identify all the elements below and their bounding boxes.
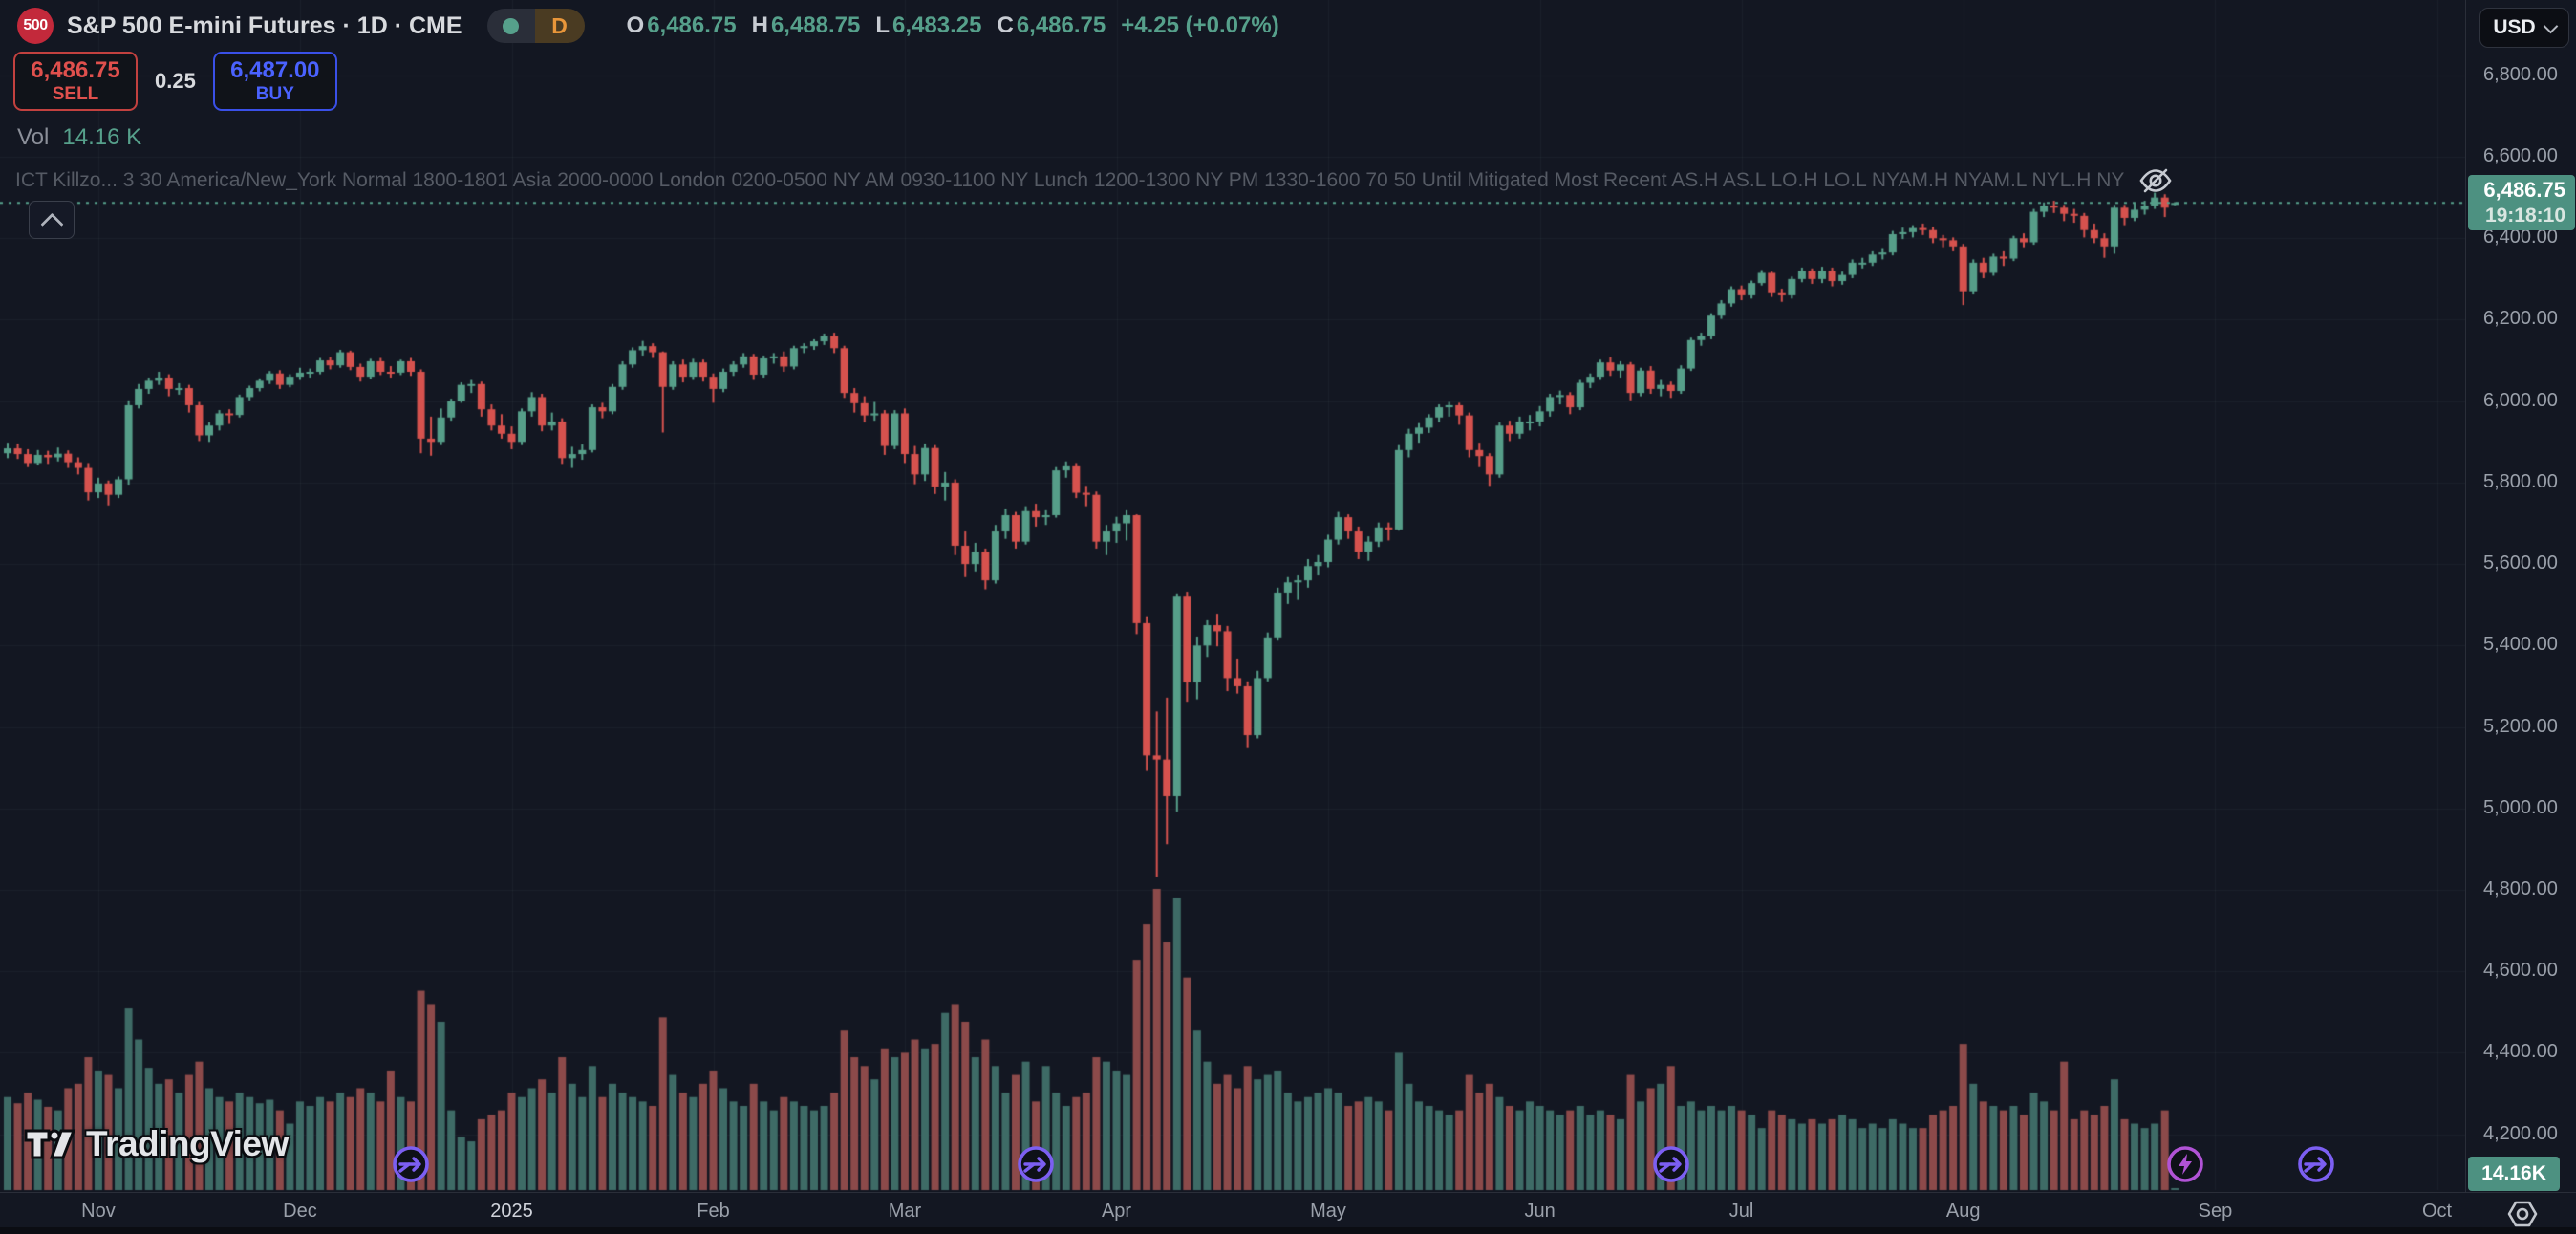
volume-legend-value: 14.16 K [62,124,142,150]
ict-killzones-text: ICT Killzo... 3 30 America/New_York Norm… [15,169,2125,191]
collapse-panel-button[interactable] [29,201,75,239]
time-tick-label: Mar [888,1201,922,1222]
price-tick-label: 6,600.00 [2483,145,2558,167]
ict-killzones-legend[interactable]: ICT Killzo... 3 30 America/New_York Norm… [15,164,2174,197]
tradingview-watermark[interactable]: TradingView [23,1124,289,1164]
price-tick-label: 5,800.00 [2483,470,2558,492]
sell-price: 6,486.75 [31,56,120,83]
chevron-down-icon [2543,18,2558,33]
open-label: O [626,12,645,38]
bar-countdown: 19:18:10 [2484,204,2565,227]
session-settings-hexagon-icon[interactable] [2503,1195,2542,1233]
price-tick-label: 6,800.00 [2483,63,2558,85]
symbol-title[interactable]: S&P 500 E-mini Futures · 1D · CME [67,11,462,39]
open-value: 6,486.75 [647,12,737,38]
time-axis[interactable]: Nov Dec 2025 Feb Mar Apr May Jun Jul Aug Sep Oct [0,1192,2576,1227]
volume-legend-label: Vol [17,124,50,150]
price-tick-label: 4,800.00 [2483,877,2558,899]
session-arrow-marker-icon[interactable] [2295,1143,2337,1190]
spread-value: 0.25 [155,69,196,93]
time-tick-label: May [1310,1201,1346,1222]
time-tick-label: Feb [697,1201,730,1222]
symbol-header: 500 S&P 500 E-mini Futures · 1D · CME D … [17,8,1279,44]
change-value: +4.25 (+0.07%) [1121,12,1279,38]
tradingview-watermark-text: TradingView [86,1124,289,1163]
buy-label: BUY [255,83,294,104]
currency-dropdown[interactable]: USD [2479,8,2569,48]
buy-button[interactable]: 6,487.00 BUY [212,52,337,111]
price-tick-label: 5,600.00 [2483,552,2558,574]
volume-axis-badge: 14.16K [2468,1157,2560,1191]
sell-button[interactable]: 6,486.75 SELL [13,52,138,111]
price-tick-label: 4,600.00 [2483,960,2558,982]
price-tick-label: 6,000.00 [2483,389,2558,411]
price-tick-label: 4,400.00 [2483,1041,2558,1063]
last-price-badge: 6,486.75 19:18:10 [2468,175,2575,231]
volume-legend[interactable]: Vol 14.16 K [17,124,141,151]
low-label: L [875,12,891,38]
sell-label: SELL [52,83,99,104]
time-tick-label: Jul [1728,1201,1754,1222]
sp500-logo: 500 [17,8,54,44]
last-price-value: 6,486.75 [2483,178,2565,203]
buy-price: 6,487.00 [230,56,320,83]
high-value: 6,488.75 [770,12,861,38]
time-tick-label: Jun [1524,1201,1556,1222]
market-status-segment[interactable] [486,9,535,43]
time-tick-label: Nov [81,1201,116,1222]
session-arrow-marker-icon[interactable] [390,1143,432,1190]
currency-value: USD [2493,16,2536,38]
time-tick-label: Apr [1101,1201,1132,1222]
trade-panel: 6,486.75 SELL 0.25 6,487.00 BUY [13,52,337,111]
lightning-marker-icon[interactable] [2164,1143,2206,1190]
time-tick-label: Sep [2198,1201,2233,1222]
time-tick-label: Dec [283,1201,317,1222]
time-tick-label: Oct [2421,1201,2453,1222]
chevron-up-icon [39,212,64,236]
high-label: H [751,12,768,38]
close-value: 6,486.75 [1016,12,1106,38]
session-arrow-marker-icon[interactable] [1650,1143,1692,1190]
price-tick-label: 6,200.00 [2483,308,2558,330]
price-tick-label: 5,400.00 [2483,634,2558,656]
price-tick-label: 6,400.00 [2483,227,2558,249]
low-value: 6,483.25 [892,12,982,38]
close-label: C [997,12,1014,38]
market-status-dot-icon [503,17,520,34]
interval-badge[interactable]: D [534,9,585,43]
bottom-edge-strip [0,1227,2576,1234]
price-axis[interactable]: USD 6,800.00 6,600.00 6,400.00 6,200.00 6,00… [2465,0,2576,1192]
status-interval-pill[interactable]: D [486,9,585,43]
price-tick-label: 5,000.00 [2483,796,2558,818]
price-tick-label: 5,200.00 [2483,715,2558,737]
session-arrow-marker-icon[interactable] [1015,1143,1057,1190]
price-tick-label: 4,200.00 [2483,1122,2558,1144]
eye-off-icon[interactable] [2137,164,2174,197]
time-tick-label: Aug [1945,1201,1981,1222]
time-tick-label: 2025 [490,1201,533,1222]
tradingview-logo-icon [24,1129,76,1159]
ohlc-readout: O 6,486.75 H 6,488.75 L 6,483.25 C 6,486.75 … [627,12,1279,39]
